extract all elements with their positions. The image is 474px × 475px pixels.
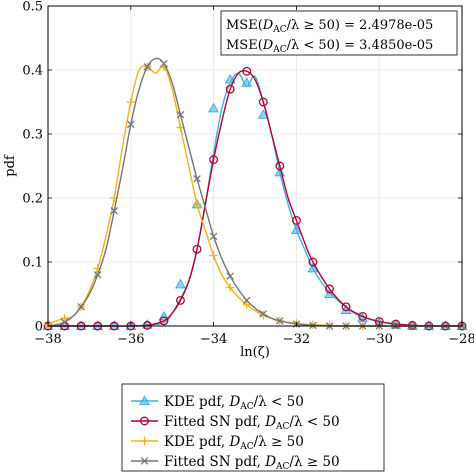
x-tick-label: −38 <box>34 332 61 347</box>
y-tick-label: 0.1 <box>22 256 43 271</box>
series-line <box>47 57 462 327</box>
y-tick-label: 0.5 <box>22 0 43 15</box>
series-marker <box>309 321 317 330</box>
series-marker <box>209 251 218 260</box>
mse-annotation-2: MSE(DAC/λ < 50) = 3.4850e-05 <box>226 38 433 55</box>
x-tick-label: −30 <box>365 332 392 347</box>
x-tick-label: −32 <box>283 332 310 347</box>
series-marker <box>241 77 253 87</box>
x-axis-label: ln(ζ) <box>240 345 270 360</box>
x-tick-label: −36 <box>117 332 144 347</box>
series-marker <box>242 296 251 305</box>
y-tick-label: 0.4 <box>22 64 43 79</box>
series-marker <box>226 272 234 280</box>
y-tick-label: 0 <box>35 320 43 335</box>
series-marker <box>257 109 269 119</box>
series-1 <box>42 72 468 330</box>
series-marker <box>391 319 401 329</box>
x-tick-label: −28 <box>448 332 474 347</box>
series-2 <box>43 66 467 331</box>
series-marker <box>324 288 335 298</box>
series-marker <box>60 314 69 323</box>
series-marker <box>209 155 219 165</box>
series-marker <box>291 215 301 225</box>
axis-ticks: −38 −36 −34 −32 −30 −28 0 0.1 0.2 0.3 0.4 0.5 <box>22 0 474 347</box>
series-marker <box>176 111 185 119</box>
series-marker <box>193 175 201 183</box>
series-marker <box>275 161 285 171</box>
legend-item-2: Fitted SN pdf, DAC/λ < 50 <box>131 414 340 432</box>
legend-swatch-marker <box>140 436 149 446</box>
series-4 <box>47 57 466 330</box>
mse-annotation-1: MSE(DAC/λ ≥ 50) = 2.4978e-05 <box>226 18 433 35</box>
series-layer <box>42 57 468 331</box>
legend-label: KDE pdf, DAC/λ < 50 <box>164 394 304 412</box>
series-marker <box>127 120 135 129</box>
series-marker <box>126 97 135 107</box>
series-marker <box>60 318 69 326</box>
legend: KDE pdf, DAC/λ < 50 Fitted SN pdf, DAC/λ … <box>121 383 385 472</box>
series-line <box>47 65 462 327</box>
series-marker <box>258 97 268 107</box>
series-marker <box>225 84 235 94</box>
series-line <box>48 72 462 327</box>
series-marker <box>358 311 368 321</box>
series-marker <box>276 317 284 325</box>
series-marker <box>308 257 318 267</box>
series-marker <box>225 283 235 292</box>
series-line <box>48 69 462 327</box>
legend-label: Fitted SN pdf, DAC/λ ≥ 50 <box>164 454 340 472</box>
series-marker <box>192 244 202 254</box>
series-marker <box>160 59 168 68</box>
legend-label: KDE pdf, DAC/λ ≥ 50 <box>164 434 304 452</box>
legend-swatch-marker <box>140 457 149 465</box>
series-3 <box>43 62 462 331</box>
series-marker <box>242 300 251 310</box>
series-marker <box>77 303 85 311</box>
legend-item-3: KDE pdf, DAC/λ ≥ 50 <box>131 434 304 452</box>
series-marker <box>341 302 351 312</box>
series-marker <box>259 310 268 318</box>
legend-swatch-marker <box>140 416 149 426</box>
series-marker <box>175 278 186 289</box>
series-marker <box>93 271 102 279</box>
series-marker <box>224 73 236 84</box>
legend-item-1: KDE pdf, DAC/λ < 50 <box>131 394 304 412</box>
series-marker <box>192 200 202 209</box>
mse-box-frame <box>220 10 458 56</box>
series-marker <box>209 232 218 241</box>
legend-item-4: Fitted SN pdf, DAC/λ ≥ 50 <box>131 454 340 472</box>
series-marker <box>143 63 152 71</box>
series-marker <box>142 320 152 330</box>
series-marker <box>208 102 220 113</box>
series-marker <box>325 284 334 294</box>
y-tick-label: 0.2 <box>22 192 43 207</box>
legend-frame <box>121 383 385 472</box>
series-marker <box>176 295 185 305</box>
legend-swatch-marker <box>139 395 150 405</box>
series-marker <box>307 262 319 273</box>
plot-frame <box>47 5 463 327</box>
y-axis-label: pdf <box>3 154 18 177</box>
series-marker <box>159 316 169 326</box>
series-marker <box>110 207 118 215</box>
x-tick-label: −34 <box>200 332 227 347</box>
y-tick-label: 0.3 <box>22 128 43 143</box>
legend-label: Fitted SN pdf, DAC/λ < 50 <box>164 414 340 432</box>
series-marker <box>242 66 252 76</box>
mse-annotation-box: MSE(DAC/λ ≥ 50) = 2.4978e-05 MSE(DAC/λ < … <box>220 10 458 56</box>
series-marker <box>290 224 302 234</box>
